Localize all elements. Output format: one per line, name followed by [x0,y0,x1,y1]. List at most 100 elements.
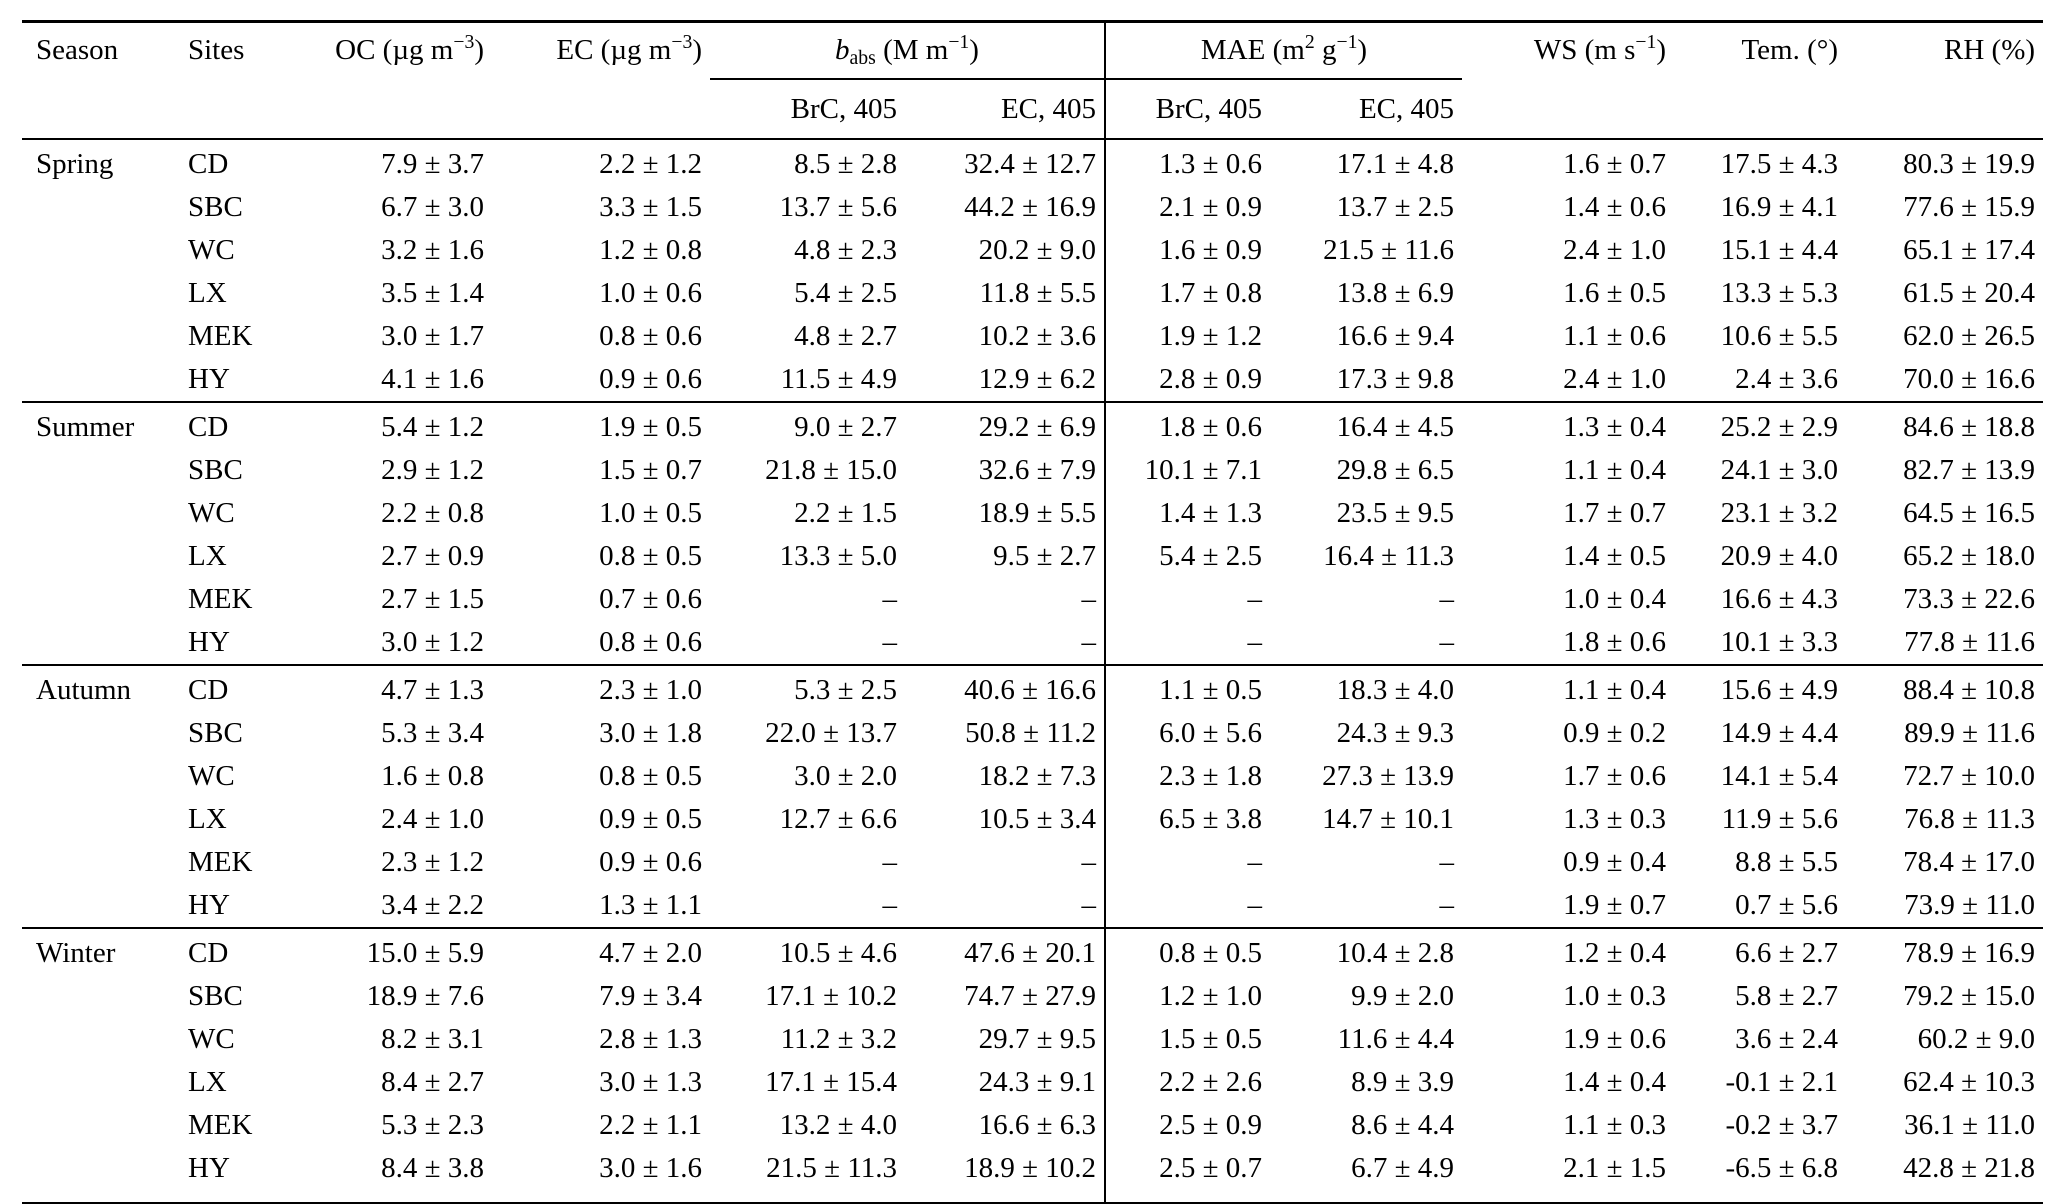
tem-value: 23.1 ± 3.2 [1720,497,1839,529]
mae-ec-value: 14.7 ± 10.1 [1322,803,1455,835]
ws-value: 1.2 ± 0.4 [1563,937,1667,969]
season-label: Summer [36,411,135,443]
babs-brc-value: 2.2 ± 1.5 [794,497,897,529]
season-label [22,884,172,928]
babs-ec-value: – [1081,889,1097,921]
babs-ec-value: 18.9 ± 10.2 [964,1152,1096,1184]
mae-brc-value: 6.0 ± 5.6 [1104,712,1270,755]
ec-value: 4.7 ± 2.0 [599,937,702,969]
tem-value: 16.9 ± 4.1 [1720,191,1839,223]
ec-value: 0.9 ± 0.5 [599,803,702,835]
ws-value: 1.1 ± 0.3 [1563,1109,1667,1141]
mae-ec-value: – [1439,846,1455,878]
mae-brc-value: 1.5 ± 0.5 [1104,1018,1270,1061]
mae-brc-value: 1.2 ± 1.0 [1104,975,1270,1018]
season-label [22,798,172,841]
ec-value: 0.8 ± 0.6 [599,626,702,658]
rh-value: 82.7 ± 13.9 [1903,454,2036,486]
site-label: MEK [188,1109,253,1141]
babs-ec-value: 32.6 ± 7.9 [978,454,1096,486]
babs-brc-value: – [882,846,898,878]
table-row-winter-mek: MEK 5.3 ± 2.3 2.2 ± 1.1 13.2 ± 4.0 16.6 ± 6.… [22,1104,2043,1147]
rh-value: 60.2 ± 9.0 [1917,1023,2036,1055]
babs-brc-value: 9.0 ± 2.7 [794,411,897,443]
site-label: WC [188,234,235,266]
site-label: MEK [188,583,253,615]
season-label [22,975,172,1018]
rh-value: 73.3 ± 22.6 [1903,583,2036,615]
mae-ec-value: 16.6 ± 9.4 [1336,320,1455,352]
tem-value: 10.6 ± 5.5 [1720,320,1839,352]
ws-value: 2.4 ± 1.0 [1563,234,1667,266]
season-label [22,1061,172,1104]
babs-brc-value: 12.7 ± 6.6 [779,803,897,835]
season-label [22,492,172,535]
ws-value: 1.1 ± 0.4 [1563,454,1667,486]
ec-value: 0.9 ± 0.6 [599,363,702,395]
babs-brc-value: 11.2 ± 3.2 [780,1023,897,1055]
ws-value: 0.9 ± 0.2 [1563,717,1667,749]
mae-brc-value: 1.9 ± 1.2 [1104,315,1270,358]
oc-value: 6.7 ± 3.0 [381,191,484,223]
rh-value: 77.8 ± 11.6 [1904,626,2036,658]
babs-ec-value: 12.9 ± 6.2 [978,363,1096,395]
babs-ec-value: 20.2 ± 9.0 [978,234,1096,266]
oc-value: 3.4 ± 2.2 [381,889,484,921]
mae-brc-value: 1.7 ± 0.8 [1104,272,1270,315]
ec-value: 7.9 ± 3.4 [599,980,702,1012]
season-label [22,578,172,621]
ec-value: 3.0 ± 1.6 [599,1152,702,1184]
babs-ec-value: 18.2 ± 7.3 [978,760,1096,792]
season-label [22,1104,172,1147]
oc-value: 2.4 ± 1.0 [381,803,484,835]
column-header-tem: Tem. (°) [1741,34,1839,66]
rh-value: 70.0 ± 16.6 [1903,363,2036,395]
mae-ec-value: 8.6 ± 4.4 [1351,1109,1455,1141]
season-label [22,712,172,755]
mae-ec-value: 17.1 ± 4.8 [1336,148,1455,180]
season-label [22,449,172,492]
babs-ec-value: 24.3 ± 9.1 [978,1066,1096,1098]
table-row-spring-lx: LX 3.5 ± 1.4 1.0 ± 0.6 5.4 ± 2.5 11.8 ± 5.5 1… [22,272,2043,315]
mae-brc-value: 2.8 ± 0.9 [1104,358,1270,402]
rh-value: 88.4 ± 10.8 [1903,674,2036,706]
oc-value: 18.9 ± 7.6 [366,980,484,1012]
babs-brc-value: 11.5 ± 4.9 [780,363,897,395]
tem-value: 2.4 ± 3.6 [1735,363,1839,395]
tem-value: 20.9 ± 4.0 [1720,540,1839,572]
ws-value: 1.4 ± 0.5 [1563,540,1667,572]
babs-brc-value: 17.1 ± 15.4 [765,1066,897,1098]
babs-ec-value: – [1081,626,1097,658]
oc-value: 2.3 ± 1.2 [381,846,484,878]
seasonal-aerosol-table: Season Sites OC (µg m−3) EC (µg m−3) bab… [22,20,2044,1204]
ws-value: 1.8 ± 0.6 [1563,626,1667,658]
babs-brc-value: 21.5 ± 11.3 [766,1152,897,1184]
site-label: SBC [188,980,243,1012]
mae-ec-value: 8.9 ± 3.9 [1351,1066,1455,1098]
site-label: SBC [188,717,243,749]
babs-ec-value: 10.5 ± 3.4 [978,803,1096,835]
rh-value: 84.6 ± 18.8 [1903,411,2036,443]
table-header: Season Sites OC (µg m−3) EC (µg m−3) bab… [22,21,2044,139]
babs-brc-value: 13.2 ± 4.0 [779,1109,897,1141]
table-row-winter-wc: WC 8.2 ± 3.1 2.8 ± 1.3 11.2 ± 3.2 29.7 ± 9.5… [22,1018,2043,1061]
season-label [22,186,172,229]
ec-value: 3.0 ± 1.8 [599,717,702,749]
ec-value: 0.8 ± 0.6 [599,320,702,352]
rh-value: 79.2 ± 15.0 [1903,980,2036,1012]
ec-value: 1.0 ± 0.5 [599,497,702,529]
column-group-header-babs: babs (M m−1) [710,21,1105,80]
mae-brc-value: 2.2 ± 2.6 [1104,1061,1270,1104]
mae-brc-value: – [1104,578,1270,621]
tem-value: 3.6 ± 2.4 [1735,1023,1839,1055]
table-row-summer-lx: LX 2.7 ± 0.9 0.8 ± 0.5 13.3 ± 5.0 9.5 ± 2.7 5… [22,535,2043,578]
site-label: SBC [188,454,243,486]
babs-ec-value: – [1081,583,1097,615]
babs-brc-value: 13.7 ± 5.6 [779,191,897,223]
header-row-sub: BrC, 405 EC, 405 BrC, 405 EC, 405 [22,79,2043,139]
oc-value: 5.3 ± 3.4 [381,717,484,749]
site-label: MEK [188,320,253,352]
oc-value: 8.4 ± 3.8 [381,1152,484,1184]
mae-ec-value: 13.8 ± 6.9 [1336,277,1455,309]
